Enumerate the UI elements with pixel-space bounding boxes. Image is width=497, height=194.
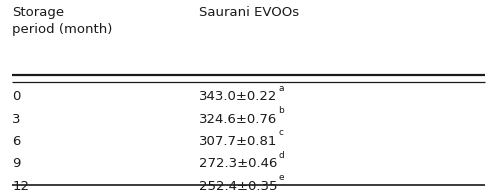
Text: Storage
period (month): Storage period (month) bbox=[12, 6, 113, 36]
Text: b: b bbox=[278, 106, 284, 115]
Text: 272.3±0.46: 272.3±0.46 bbox=[199, 157, 277, 171]
Text: e: e bbox=[279, 173, 284, 182]
Text: 3: 3 bbox=[12, 113, 21, 126]
Text: 6: 6 bbox=[12, 135, 21, 148]
Text: 0: 0 bbox=[12, 90, 21, 104]
Text: 9: 9 bbox=[12, 157, 21, 171]
Text: 343.0±0.22: 343.0±0.22 bbox=[199, 90, 277, 104]
Text: 307.7±0.81: 307.7±0.81 bbox=[199, 135, 277, 148]
Text: 12: 12 bbox=[12, 180, 29, 193]
Text: a: a bbox=[279, 84, 284, 93]
Text: Saurani EVOOs: Saurani EVOOs bbox=[199, 6, 299, 19]
Text: 252.4±0.35: 252.4±0.35 bbox=[199, 180, 277, 193]
Text: 324.6±0.76: 324.6±0.76 bbox=[199, 113, 277, 126]
Text: c: c bbox=[279, 128, 284, 137]
Text: d: d bbox=[279, 151, 284, 160]
